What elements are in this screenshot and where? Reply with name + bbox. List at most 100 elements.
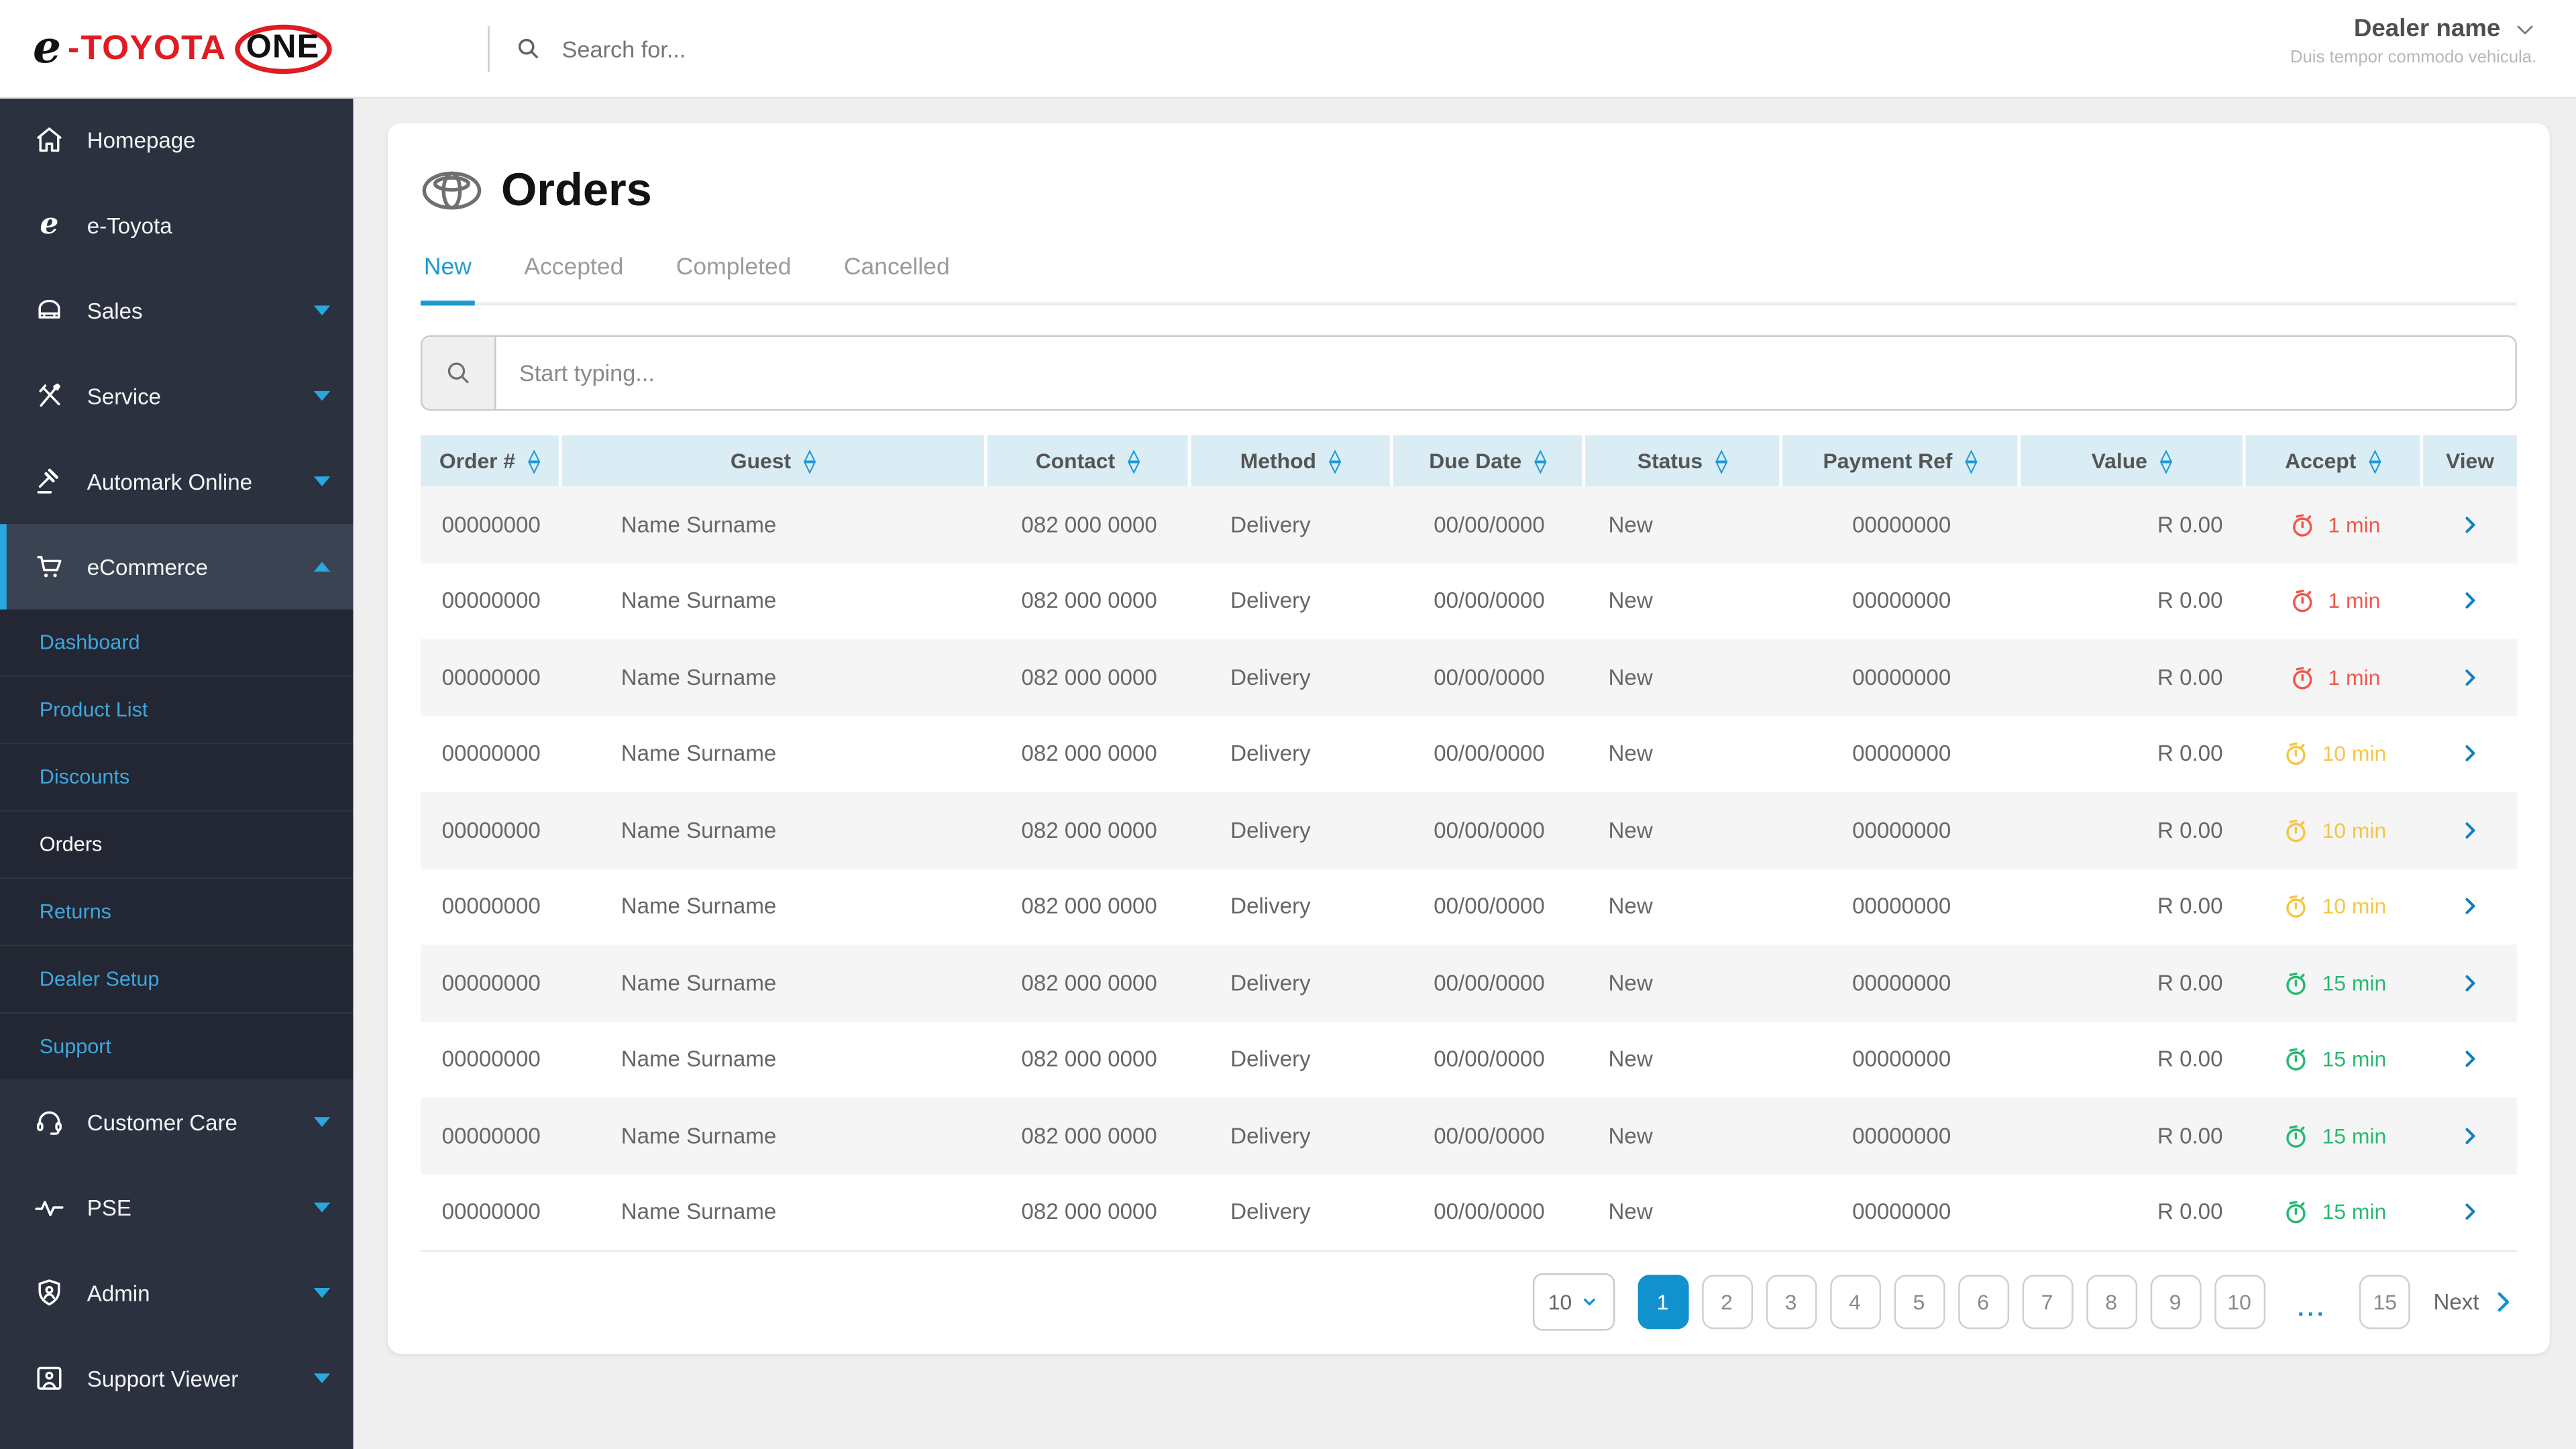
page-button-5[interactable]: 5 <box>1893 1275 1945 1330</box>
pagination: 10 1 2 3 4 5 6 7 8 9 10... 15 Next <box>421 1273 2517 1331</box>
chevron-down-icon <box>313 390 331 401</box>
cell-order: 00000000 <box>441 1123 541 1148</box>
column-header-accept[interactable]: Accept △ ▽ <box>2245 435 2424 486</box>
cell-status: New <box>1608 665 1653 690</box>
column-header-status[interactable]: Status △ ▽ <box>1585 435 1783 486</box>
cell-due-date: 00/00/0000 <box>1434 588 1545 614</box>
sidebar-item-automark-online[interactable]: Automark Online <box>0 439 354 524</box>
column-header-due-date[interactable]: Due Date △ ▽ <box>1393 435 1586 486</box>
accept-time-label: 10 min <box>2322 817 2387 843</box>
sidebar-item-pse[interactable]: PSE <box>0 1165 354 1250</box>
accept-time-label: 15 min <box>2322 1123 2387 1148</box>
cell-due-date: 00/00/0000 <box>1434 970 1545 996</box>
next-chevron-icon <box>2489 1288 2517 1316</box>
sidebar-item-sales[interactable]: Sales <box>0 268 354 353</box>
tab-accepted[interactable]: Accepted <box>524 254 624 281</box>
sidebar-item-homepage[interactable]: Homepage <box>0 97 354 182</box>
accept-time-label: 10 min <box>2322 741 2387 766</box>
cell-value: R 0.00 <box>2157 1123 2223 1148</box>
sidebar-item-e-toyota[interactable]: e e-Toyota <box>0 182 354 268</box>
user-card-icon <box>33 1362 66 1395</box>
next-page-button[interactable]: Next <box>2434 1288 2517 1316</box>
cell-due-date: 00/00/0000 <box>1434 894 1545 919</box>
cell-contact: 082 000 0000 <box>1021 1199 1157 1225</box>
cell-value: R 0.00 <box>2157 817 2223 843</box>
cell-contact: 082 000 0000 <box>1021 512 1157 537</box>
table-header: Order # △ ▽ Guest △ ▽ Contact △ ▽ Method △ ▽ Due Dat… <box>420 435 2517 486</box>
sidebar-item-label: PSE <box>87 1195 131 1220</box>
table-body: 00000000 Name Surname 082 000 0000 Delivery… <box>420 486 2517 1250</box>
page-button-3[interactable]: 3 <box>1765 1275 1817 1330</box>
sidebar-subitem-orders[interactable]: Orders <box>0 810 354 877</box>
page-button-15[interactable]: 15 <box>2359 1275 2411 1330</box>
view-order-button[interactable] <box>2423 639 2517 716</box>
sort-icon: △ ▽ <box>1965 447 1977 474</box>
column-header-order-[interactable]: Order # △ ▽ <box>420 435 562 486</box>
view-order-button[interactable] <box>2423 716 2517 792</box>
column-header-guest[interactable]: Guest △ ▽ <box>561 435 987 486</box>
page-button-1[interactable]: 1 <box>1637 1275 1688 1330</box>
search-icon[interactable] <box>422 337 496 409</box>
sidebar-subitem-dealer-setup[interactable]: Dealer Setup <box>0 945 354 1012</box>
cell-method: Delivery <box>1230 665 1311 690</box>
column-header-contact[interactable]: Contact △ ▽ <box>987 435 1191 486</box>
cell-view <box>2423 563 2517 639</box>
cart-icon <box>33 550 66 583</box>
sidebar-item-admin[interactable]: Admin <box>0 1250 354 1336</box>
view-order-button[interactable] <box>2423 486 2517 563</box>
pagination-ellipsis[interactable]: ... <box>2298 1293 2327 1320</box>
cell-status: New <box>1608 1199 1653 1225</box>
tab-completed[interactable]: Completed <box>676 254 792 281</box>
sidebar-subitem-returns[interactable]: Returns <box>0 877 354 945</box>
sidebar-item-service[interactable]: Service <box>0 354 354 439</box>
cell-status: New <box>1608 588 1653 614</box>
sidebar-item-label: Support Viewer <box>87 1366 239 1391</box>
tab-cancelled[interactable]: Cancelled <box>843 254 950 281</box>
global-search[interactable] <box>488 0 960 97</box>
cell-status: New <box>1608 970 1653 996</box>
cell-guest: Name Surname <box>621 588 777 614</box>
page-button-4[interactable]: 4 <box>1829 1275 1881 1330</box>
cell-value: R 0.00 <box>2157 1046 2223 1072</box>
sidebar-item-support-viewer[interactable]: Support Viewer <box>0 1336 354 1421</box>
page-button-8[interactable]: 8 <box>2086 1275 2137 1330</box>
dealer-name: Dealer name <box>2353 15 2501 43</box>
view-order-button[interactable] <box>2423 792 2517 868</box>
sidebar-item-label: Automark Online <box>87 469 253 494</box>
page-button-9[interactable]: 9 <box>2149 1275 2201 1330</box>
dealer-menu[interactable]: Dealer name Duis tempor commodo vehicula… <box>2290 15 2536 67</box>
sidebar-subitem-product-list[interactable]: Product List <box>0 675 354 743</box>
sidebar-item-customer-care[interactable]: Customer Care <box>0 1079 354 1165</box>
page-size-select[interactable]: 10 <box>1532 1273 1615 1331</box>
column-header-value[interactable]: Value △ ▽ <box>2021 435 2246 486</box>
global-search-input[interactable] <box>558 34 960 64</box>
accept-timer: 15 min <box>2246 1174 2423 1250</box>
tab-new[interactable]: New <box>420 255 475 306</box>
page-button-10[interactable]: 10 <box>2214 1275 2265 1330</box>
sidebar-subitem-discounts[interactable]: Discounts <box>0 742 354 810</box>
view-order-button[interactable] <box>2423 1174 2517 1250</box>
view-order-button[interactable] <box>2423 1097 2517 1174</box>
cell-payment-ref: 00000000 <box>1852 512 1951 537</box>
view-order-button[interactable] <box>2423 945 2517 1021</box>
sidebar-item-ecommerce[interactable]: eCommerce <box>0 524 354 610</box>
page-button-2[interactable]: 2 <box>1701 1275 1752 1330</box>
table-row: 00000000 Name Surname 082 000 0000 Delivery… <box>420 639 2517 716</box>
view-order-button[interactable] <box>2423 1021 2517 1097</box>
sort-icon: △ ▽ <box>1534 447 1546 474</box>
chevron-down-icon <box>313 1117 331 1128</box>
view-order-button[interactable] <box>2423 563 2517 639</box>
accept-timer: 15 min <box>2246 1021 2423 1097</box>
filter-input[interactable] <box>496 337 2516 409</box>
page-button-7[interactable]: 7 <box>2021 1275 2073 1330</box>
sidebar-subitem-dashboard[interactable]: Dashboard <box>39 631 140 654</box>
cell-payment-ref: 00000000 <box>1852 817 1951 843</box>
sidebar-item-label: Homepage <box>87 127 196 152</box>
page-button-6[interactable]: 6 <box>1957 1275 2009 1330</box>
column-header-payment-ref[interactable]: Payment Ref △ ▽ <box>1782 435 2021 486</box>
sidebar-subitem-support[interactable]: Support <box>0 1012 354 1079</box>
cell-order: 00000000 <box>441 741 541 766</box>
cell-due-date: 00/00/0000 <box>1434 1046 1545 1072</box>
view-order-button[interactable] <box>2423 868 2517 945</box>
column-header-method[interactable]: Method △ ▽ <box>1191 435 1393 486</box>
